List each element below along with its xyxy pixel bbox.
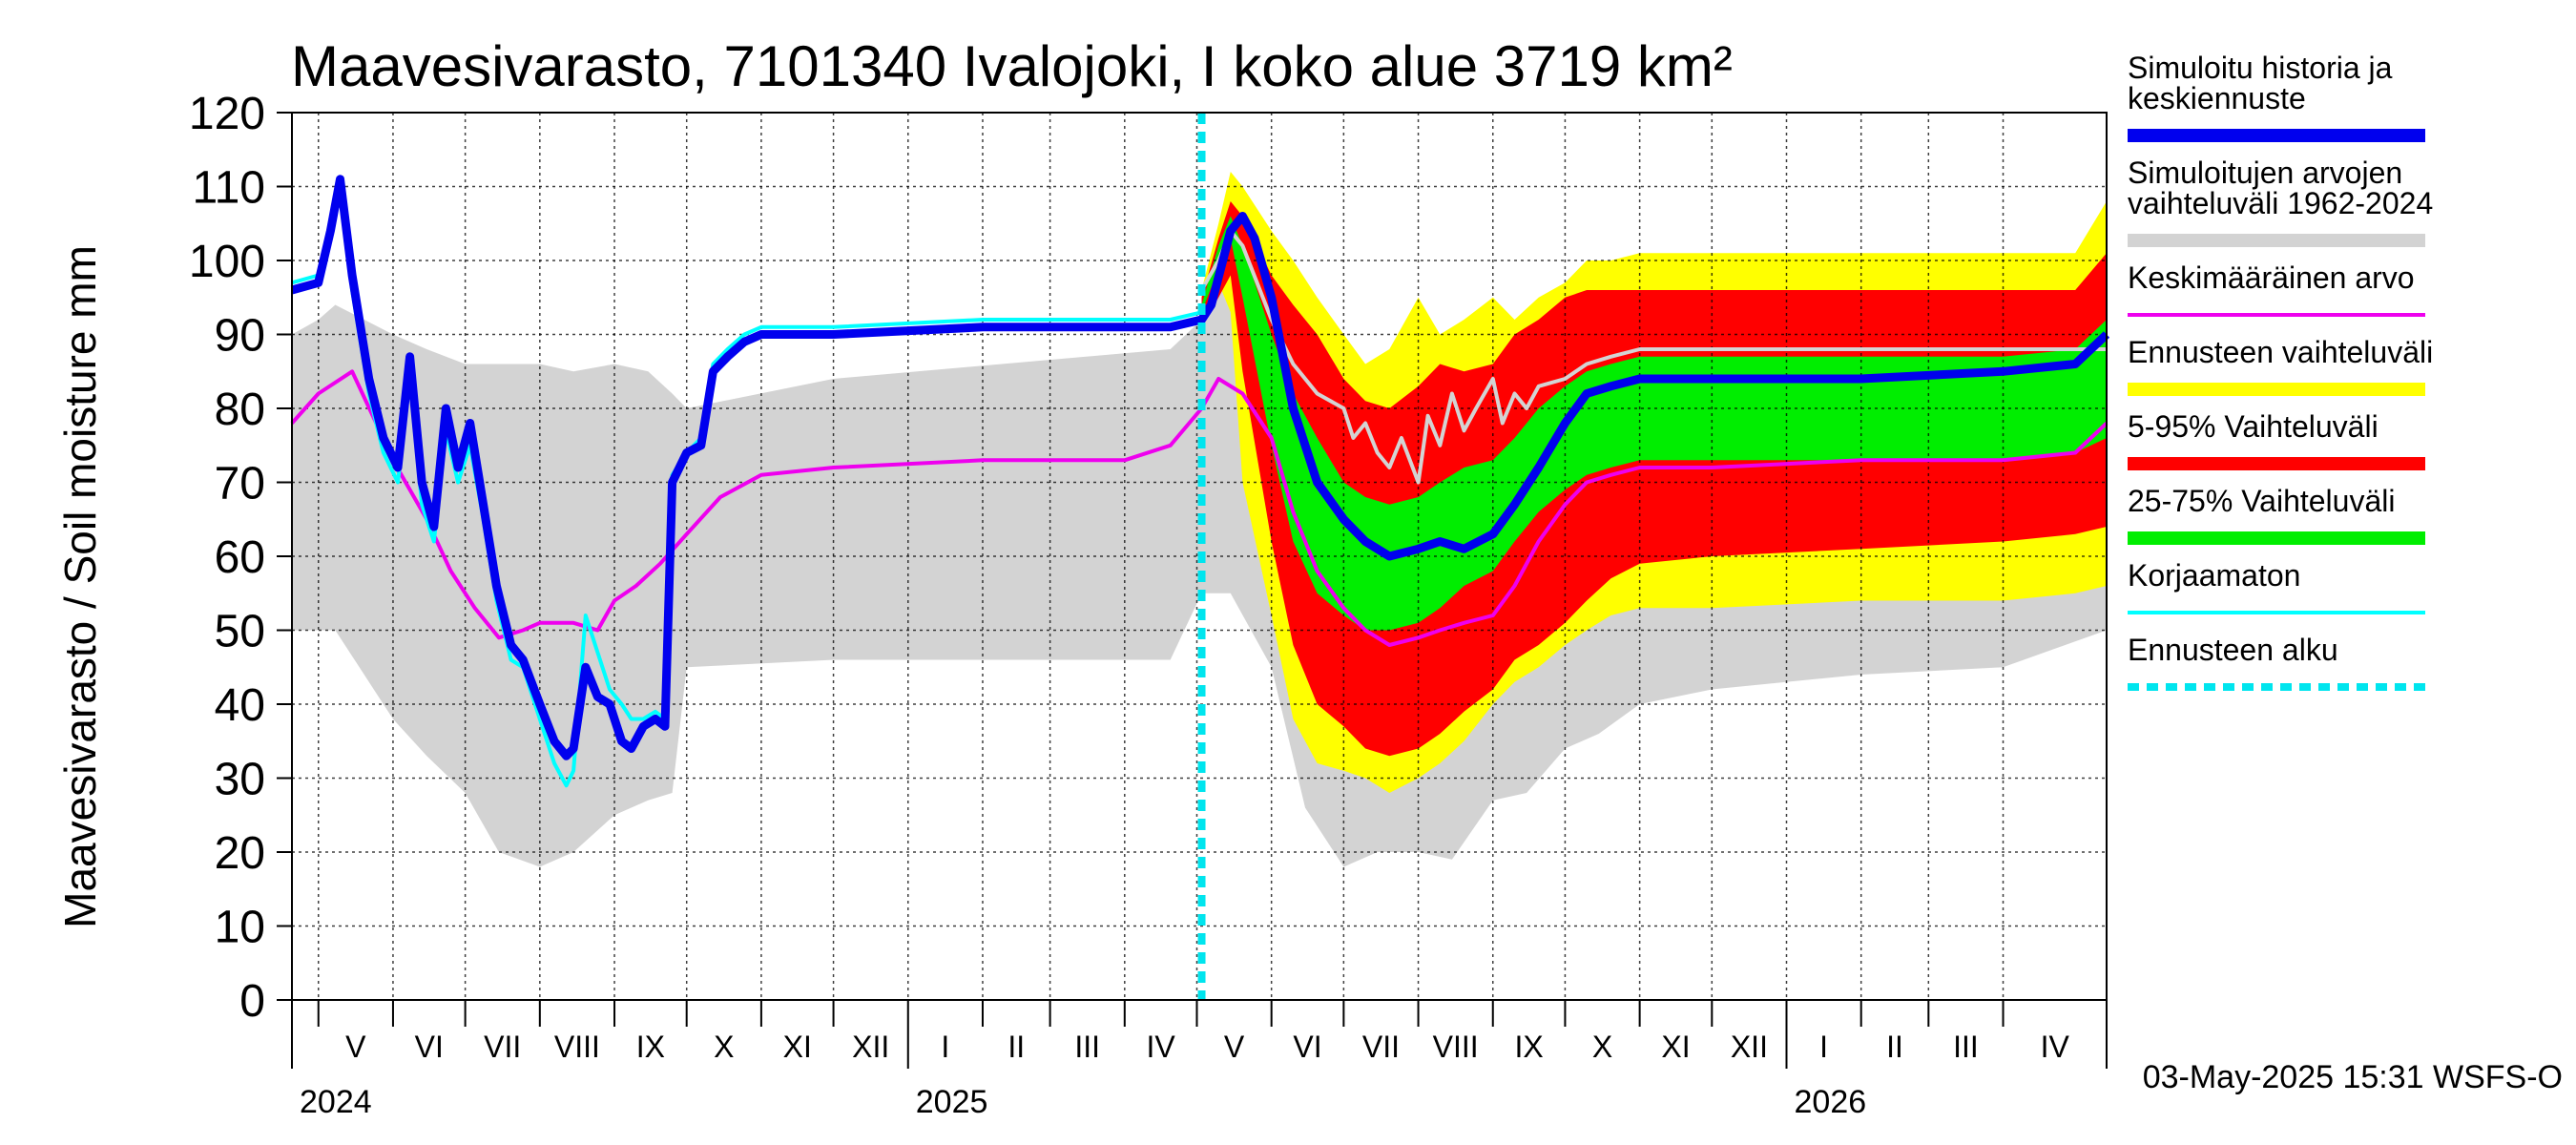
month-label: V (345, 1030, 366, 1064)
y-tick-label: 90 (215, 311, 265, 362)
series-line-layer (290, 113, 2110, 1000)
year-label: 2025 (916, 1084, 988, 1120)
legend-label: keskiennuste (2128, 81, 2306, 115)
y-tick-label: 120 (189, 89, 265, 139)
month-label: IX (1514, 1030, 1543, 1064)
month-label: XI (783, 1030, 812, 1064)
band-5-95-vaihteluv-li (1201, 201, 2107, 757)
month-label: VIII (1433, 1030, 1479, 1064)
month-label: III (1953, 1030, 1979, 1064)
month-label: III (1074, 1030, 1100, 1064)
month-label: IX (636, 1030, 665, 1064)
y-tick-label: 100 (189, 237, 265, 287)
year-label: 2026 (1795, 1084, 1867, 1120)
series-line-korjaamaton (291, 184, 1202, 788)
series-line-simuloitu-historia-ja-keskiennuste (290, 175, 2110, 760)
y-tick-label: 80 (215, 385, 265, 435)
month-label: X (714, 1030, 734, 1064)
month-label: XI (1661, 1030, 1690, 1064)
y-tick-label: 40 (215, 680, 265, 731)
month-label: XII (1731, 1030, 1768, 1064)
y-tick-label: 0 (239, 976, 265, 1027)
legend-label: Simuloitujen arvojen (2128, 156, 2402, 190)
month-label: X (1592, 1030, 1612, 1064)
legend-label: Ennusteen vaihteluväli (2128, 335, 2433, 369)
timestamp: 03-May-2025 15:31 WSFS-O (2143, 1059, 2563, 1095)
legend-label: Simuloitu historia ja (2128, 51, 2393, 85)
year-label: 2024 (300, 1084, 372, 1120)
y-tick-label: 70 (215, 459, 265, 510)
month-label: VI (415, 1030, 444, 1064)
y-tick-label: 20 (215, 828, 265, 879)
month-label: VII (1362, 1030, 1400, 1064)
series-line-simuloitujen-arvojen-mediaani (1199, 229, 2107, 485)
legend-label: 25-75% Vaihteluväli (2128, 484, 2395, 518)
month-label: VII (484, 1030, 521, 1064)
chart-title: Maavesivarasto, 7101340 Ivalojoki, I kok… (291, 34, 1733, 98)
month-label: II (1008, 1030, 1025, 1064)
y-tick-label: 110 (192, 163, 265, 214)
legend-label: vaihteluväli 1962-2024 (2128, 186, 2433, 220)
month-label: VI (1293, 1030, 1321, 1064)
month-label: I (941, 1030, 949, 1064)
y-tick-label: 50 (215, 607, 265, 657)
month-label: V (1224, 1030, 1245, 1064)
y-tick-label: 60 (215, 532, 265, 583)
month-label: I (1819, 1030, 1828, 1064)
legend-label: Ennusteen alku (2128, 633, 2338, 667)
legend-label: Keskimääräinen arvo (2128, 260, 2415, 295)
y-tick-label: 10 (215, 903, 265, 953)
month-label: II (1886, 1030, 1903, 1064)
legend-label: 5-95% Vaihteluväli (2128, 409, 2379, 444)
month-label: IV (1147, 1030, 1176, 1064)
band-25-75-vaihteluv-li (1201, 216, 2107, 631)
y-tick-label: 30 (215, 755, 265, 805)
month-label: VIII (554, 1030, 600, 1064)
month-label: IV (2041, 1030, 2070, 1064)
band-layer (292, 172, 2107, 867)
y-axis-label: Maavesivarasto / Soil moisture mm (55, 245, 105, 928)
legend-label: Korjaamaton (2128, 558, 2300, 593)
month-label: XII (852, 1030, 889, 1064)
